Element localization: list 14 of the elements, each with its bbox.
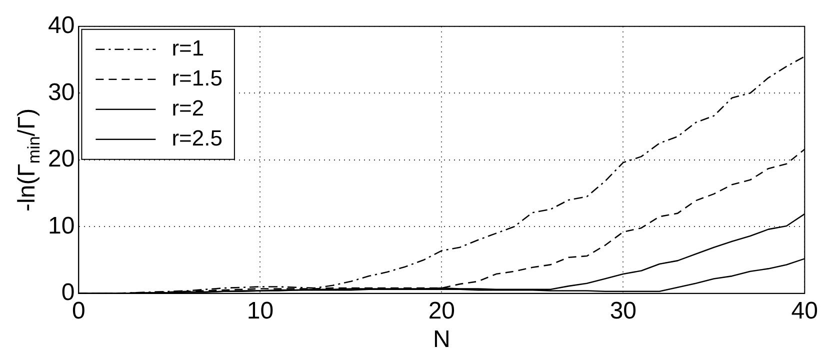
x-tick-label: 40 bbox=[791, 297, 818, 324]
y-tick-label: 10 bbox=[48, 212, 75, 240]
x-tick-label: 30 bbox=[610, 297, 637, 324]
y-tick-label: 20 bbox=[48, 146, 75, 173]
y-tick-label: 30 bbox=[48, 78, 75, 106]
legend-label: r=2.5 bbox=[172, 125, 222, 150]
x-tick-label: 10 bbox=[246, 297, 274, 324]
legend-label: r=1.5 bbox=[172, 65, 222, 90]
legend-label: r=2 bbox=[172, 95, 204, 120]
x-axis-title: N bbox=[433, 326, 450, 354]
y-axis-title: -ln(Γmin/Γ) bbox=[14, 108, 44, 212]
y-tick-label: 40 bbox=[48, 12, 75, 40]
legend-label: r=1 bbox=[172, 35, 204, 60]
x-tick-label: 20 bbox=[428, 297, 456, 324]
